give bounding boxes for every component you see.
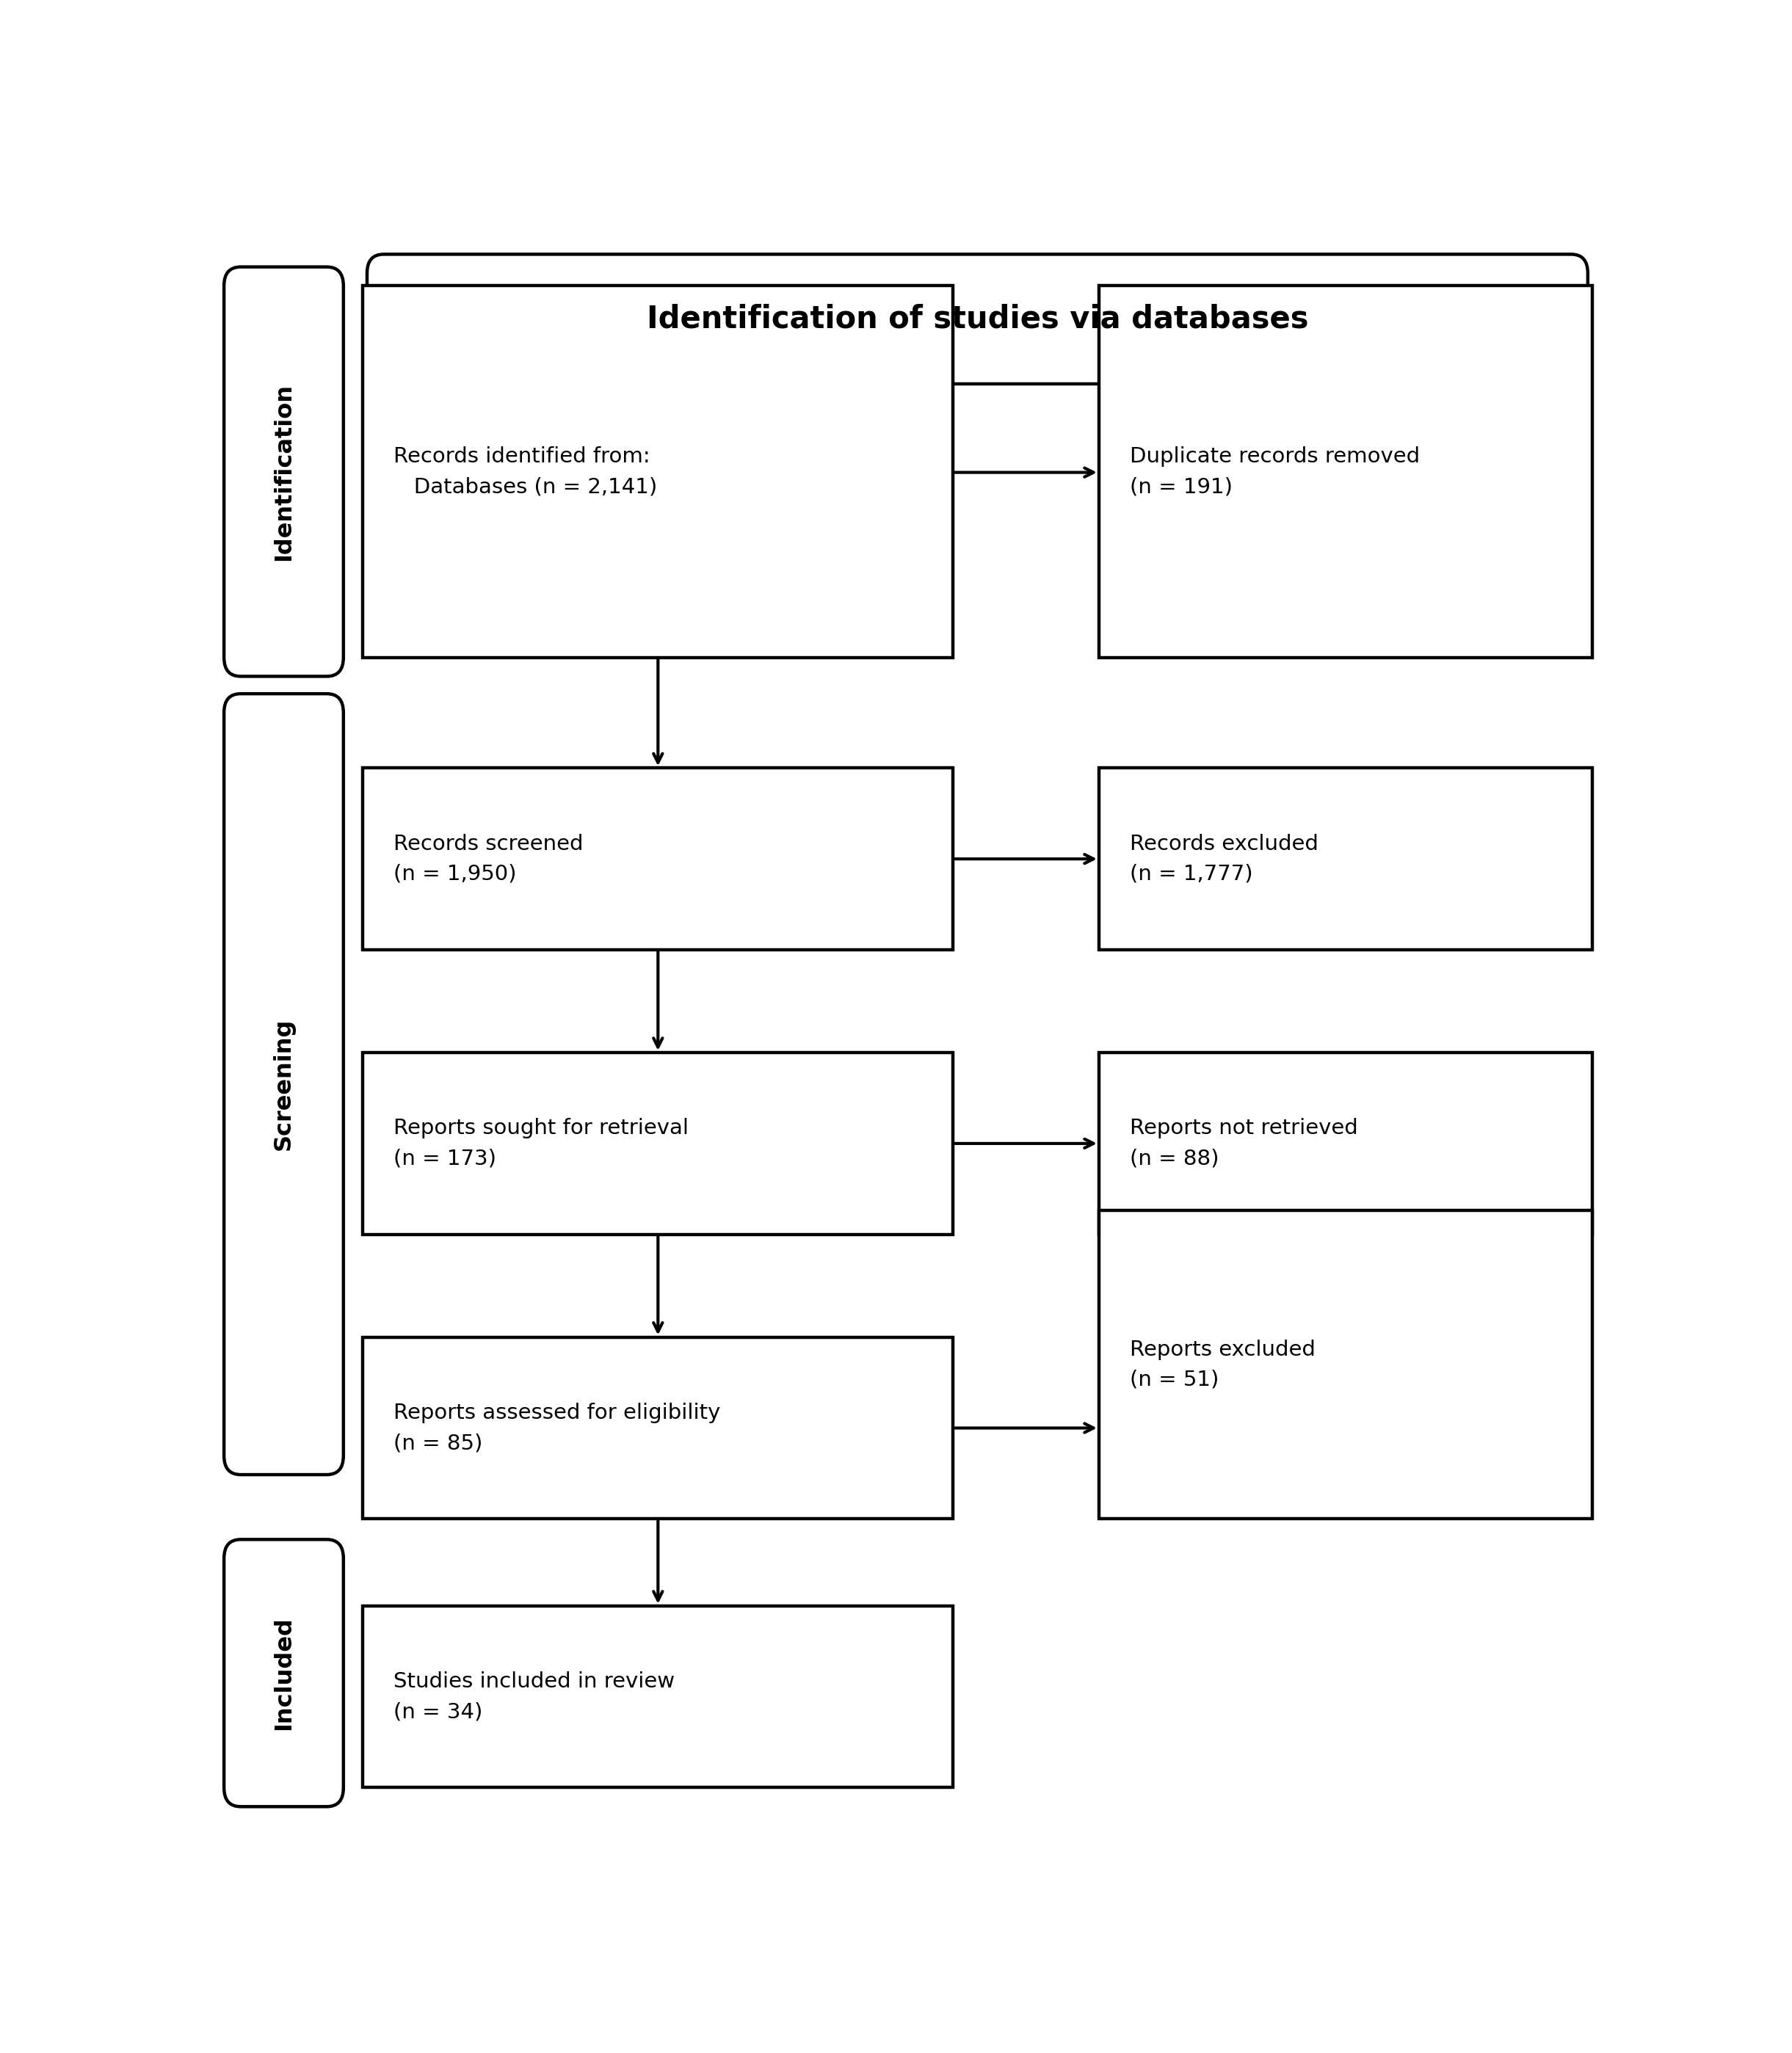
Text: Identification of studies via databases: Identification of studies via databases xyxy=(647,304,1308,335)
Bar xyxy=(362,1337,953,1519)
Bar xyxy=(1098,1053,1591,1234)
Text: Records identified from:
   Databases (n = 2,141): Records identified from: Databases (n = … xyxy=(394,446,658,497)
Bar xyxy=(362,285,953,657)
Text: Reports sought for retrieval
(n = 173): Reports sought for retrieval (n = 173) xyxy=(394,1119,688,1168)
Text: Screening: Screening xyxy=(272,1018,296,1150)
Text: Duplicate records removed
(n = 191): Duplicate records removed (n = 191) xyxy=(1129,446,1419,497)
Bar xyxy=(362,768,953,951)
Bar xyxy=(362,1053,953,1234)
Text: Records screened
(n = 1,950): Records screened (n = 1,950) xyxy=(394,834,582,885)
Text: Included: Included xyxy=(272,1616,296,1731)
Text: Reports assessed for eligibility
(n = 85): Reports assessed for eligibility (n = 85… xyxy=(394,1402,720,1454)
Bar xyxy=(362,1605,953,1788)
Text: Studies included in review
(n = 34): Studies included in review (n = 34) xyxy=(394,1671,676,1722)
FancyBboxPatch shape xyxy=(224,1540,344,1807)
FancyBboxPatch shape xyxy=(224,267,344,675)
FancyBboxPatch shape xyxy=(224,694,344,1474)
Bar xyxy=(1098,285,1591,657)
Text: Records excluded
(n = 1,777): Records excluded (n = 1,777) xyxy=(1129,834,1319,885)
Text: Reports not retrieved
(n = 88): Reports not retrieved (n = 88) xyxy=(1129,1119,1358,1168)
Bar xyxy=(1098,768,1591,951)
Text: Reports excluded
(n = 51): Reports excluded (n = 51) xyxy=(1129,1339,1315,1390)
FancyBboxPatch shape xyxy=(367,255,1588,384)
Bar xyxy=(1098,1211,1591,1519)
Text: Identification: Identification xyxy=(272,382,296,560)
